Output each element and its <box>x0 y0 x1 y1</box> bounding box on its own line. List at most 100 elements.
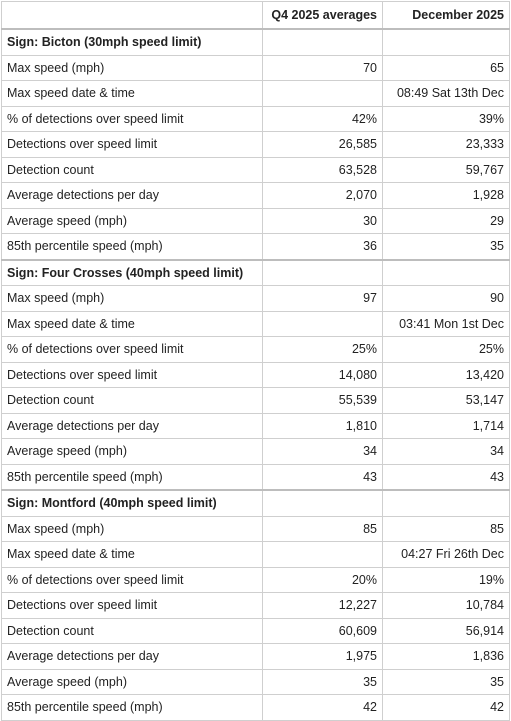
value-cell: 85 <box>382 515 510 542</box>
label-cell: 85th percentile speed (mph) <box>1 463 263 491</box>
data-row: Max speed (mph) 85 85 <box>1 515 510 542</box>
data-row: 85th percentile speed (mph) 36 35 <box>1 233 510 260</box>
data-row: Detections over speed limit 12,227 10,784 <box>1 592 510 619</box>
data-row: Max speed (mph) 97 90 <box>1 285 510 312</box>
value-cell <box>262 310 383 337</box>
value-cell: 43 <box>382 463 510 491</box>
data-row: Average speed (mph) 30 29 <box>1 207 510 234</box>
value-cell: 63,528 <box>262 156 383 183</box>
value-cell: 19% <box>382 566 510 593</box>
value-cell: 08:49 Sat 13th Dec <box>382 80 510 107</box>
value-cell: 35 <box>262 668 383 695</box>
cell <box>382 489 510 517</box>
label-cell: % of detections over speed limit <box>1 336 263 363</box>
data-row: Average detections per day 2,070 1,928 <box>1 182 510 209</box>
value-cell <box>262 80 383 107</box>
value-cell: 10,784 <box>382 592 510 619</box>
value-cell: 04:27 Fri 26th Dec <box>382 541 510 568</box>
value-cell: 97 <box>262 285 383 312</box>
value-cell: 60,609 <box>262 617 383 644</box>
value-cell: 30 <box>262 207 383 234</box>
label-cell: Max speed date & time <box>1 541 263 568</box>
data-row: Max speed date & time 04:27 Fri 26th Dec <box>1 541 510 568</box>
data-row: Detection count 55,539 53,147 <box>1 387 510 414</box>
data-row: % of detections over speed limit 25% 25% <box>1 336 510 363</box>
label-cell: 85th percentile speed (mph) <box>1 694 263 721</box>
value-cell: 25% <box>382 336 510 363</box>
data-row: % of detections over speed limit 42% 39% <box>1 105 510 132</box>
value-cell: 35 <box>382 668 510 695</box>
value-cell: 12,227 <box>262 592 383 619</box>
data-row: 85th percentile speed (mph) 42 42 <box>1 694 510 721</box>
value-cell: 65 <box>382 54 510 81</box>
label-cell: Max speed date & time <box>1 80 263 107</box>
value-cell: 03:41 Mon 1st Dec <box>382 310 510 337</box>
section-title: Sign: Bicton (30mph speed limit) <box>1 28 263 56</box>
value-cell: 1,975 <box>262 643 383 670</box>
header-cell <box>1 1 263 30</box>
value-cell: 90 <box>382 285 510 312</box>
value-cell: 53,147 <box>382 387 510 414</box>
data-row: Average detections per day 1,810 1,714 <box>1 412 510 439</box>
value-cell: 70 <box>262 54 383 81</box>
data-row: Average speed (mph) 34 34 <box>1 438 510 465</box>
table-body: Sign: Bicton (30mph speed limit) Max spee… <box>1 28 510 721</box>
value-cell: 36 <box>262 233 383 260</box>
value-cell: 34 <box>262 438 383 465</box>
label-cell: Max speed date & time <box>1 310 263 337</box>
value-cell <box>262 541 383 568</box>
value-cell: 2,070 <box>262 182 383 209</box>
value-cell: 29 <box>382 207 510 234</box>
value-cell: 42% <box>262 105 383 132</box>
label-cell: Average detections per day <box>1 643 263 670</box>
value-cell: 56,914 <box>382 617 510 644</box>
data-row: Average speed (mph) 35 35 <box>1 668 510 695</box>
label-cell: Detection count <box>1 156 263 183</box>
value-cell: 39% <box>382 105 510 132</box>
value-cell: 20% <box>262 566 383 593</box>
header-row: Q4 2025 averages December 2025 <box>1 1 510 30</box>
value-cell: 59,767 <box>382 156 510 183</box>
label-cell: % of detections over speed limit <box>1 105 263 132</box>
value-cell: 35 <box>382 233 510 260</box>
label-cell: Average speed (mph) <box>1 668 263 695</box>
label-cell: % of detections over speed limit <box>1 566 263 593</box>
data-row: Detection count 63,528 59,767 <box>1 156 510 183</box>
value-cell: 14,080 <box>262 361 383 388</box>
value-cell: 23,333 <box>382 131 510 158</box>
value-cell: 85 <box>262 515 383 542</box>
label-cell: Average detections per day <box>1 412 263 439</box>
cell <box>262 258 383 286</box>
value-cell: 26,585 <box>262 131 383 158</box>
value-cell: 13,420 <box>382 361 510 388</box>
value-cell: 43 <box>262 463 383 491</box>
label-cell: Detections over speed limit <box>1 361 263 388</box>
value-cell: 1,928 <box>382 182 510 209</box>
section-title: Sign: Montford (40mph speed limit) <box>1 489 263 517</box>
data-row: Max speed (mph) 70 65 <box>1 54 510 81</box>
data-row: Detection count 60,609 56,914 <box>1 617 510 644</box>
header-cell: Q4 2025 averages <box>262 1 383 30</box>
value-cell: 42 <box>382 694 510 721</box>
label-cell: Average speed (mph) <box>1 438 263 465</box>
data-row: 85th percentile speed (mph) 43 43 <box>1 463 510 491</box>
value-cell: 34 <box>382 438 510 465</box>
data-row: Max speed date & time 03:41 Mon 1st Dec <box>1 310 510 337</box>
cell <box>262 489 383 517</box>
label-cell: Detections over speed limit <box>1 131 263 158</box>
label-cell: Detection count <box>1 387 263 414</box>
data-row: Max speed date & time 08:49 Sat 13th Dec <box>1 80 510 107</box>
label-cell: Max speed (mph) <box>1 54 263 81</box>
label-cell: Detection count <box>1 617 263 644</box>
value-cell: 55,539 <box>262 387 383 414</box>
data-row: Detections over speed limit 26,585 23,333 <box>1 131 510 158</box>
cell <box>262 28 383 56</box>
data-row: Detections over speed limit 14,080 13,420 <box>1 361 510 388</box>
data-row: Average detections per day 1,975 1,836 <box>1 643 510 670</box>
label-cell: Detections over speed limit <box>1 592 263 619</box>
value-cell: 25% <box>262 336 383 363</box>
label-cell: 85th percentile speed (mph) <box>1 233 263 260</box>
section-title: Sign: Four Crosses (40mph speed limit) <box>1 258 263 286</box>
